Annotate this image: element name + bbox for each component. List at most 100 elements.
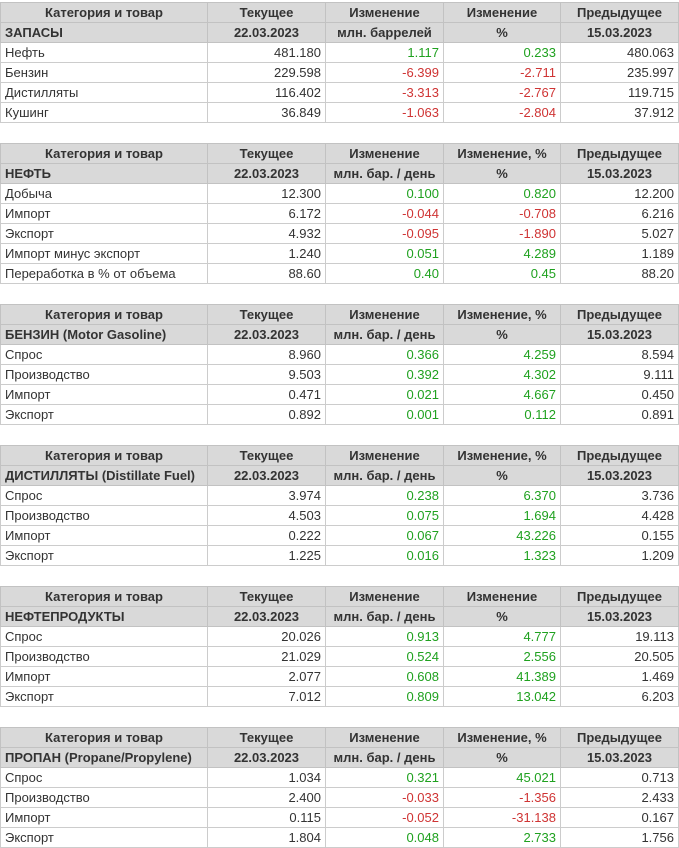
- current-cell: 0.222: [207, 525, 326, 546]
- previous-cell: 88.20: [560, 263, 679, 284]
- category-cell: Спрос: [0, 767, 208, 788]
- current-cell: 20.026: [207, 626, 326, 647]
- current-cell: 88.60: [207, 263, 326, 284]
- column-header: Текущее: [207, 2, 326, 23]
- column-header: Предыдущее: [560, 586, 679, 607]
- table-row: Добыча 12.300 0.100 0.820 12.200: [0, 183, 679, 204]
- previous-cell: 9.111: [560, 364, 679, 385]
- change-cell: 0.40: [325, 263, 444, 284]
- current-cell: 116.402: [207, 82, 326, 103]
- change-pct-cell: -2.804: [443, 102, 561, 123]
- category-cell: Дистилляты: [0, 82, 208, 103]
- column-header: Предыдущее: [560, 445, 679, 466]
- previous-date-label: 15.03.2023: [560, 324, 679, 345]
- table-row: Спрос 20.026 0.913 4.777 19.113: [0, 626, 679, 647]
- table-row: Нефть 481.180 1.117 0.233 480.063: [0, 42, 679, 63]
- previous-date-label: 15.03.2023: [560, 747, 679, 768]
- previous-cell: 3.736: [560, 485, 679, 506]
- current-cell: 36.849: [207, 102, 326, 123]
- change-cell: 0.608: [325, 666, 444, 687]
- table-row: Импорт 0.471 0.021 4.667 0.450: [0, 384, 679, 405]
- previous-cell: 19.113: [560, 626, 679, 647]
- change-pct-cell: 13.042: [443, 686, 561, 707]
- change-pct-cell: 4.289: [443, 243, 561, 264]
- table-row: Импорт минус экспорт 1.240 0.051 4.289 1.189: [0, 243, 679, 264]
- change-pct-cell: 0.820: [443, 183, 561, 204]
- column-header: Текущее: [207, 586, 326, 607]
- change-pct-cell: 41.389: [443, 666, 561, 687]
- category-cell: Спрос: [0, 344, 208, 365]
- change-cell: -0.033: [325, 787, 444, 808]
- change-pct-cell: 0.112: [443, 404, 561, 425]
- column-header: Изменение: [443, 2, 561, 23]
- category-cell: Переработка в % от объема: [0, 263, 208, 284]
- current-cell: 0.471: [207, 384, 326, 405]
- change-cell: 0.051: [325, 243, 444, 264]
- units-label: млн. баррелей: [325, 22, 444, 43]
- column-header: Категория и товар: [0, 143, 208, 164]
- change-cell: 0.366: [325, 344, 444, 365]
- current-cell: 2.400: [207, 787, 326, 808]
- current-cell: 9.503: [207, 364, 326, 385]
- percent-sign-label: %: [443, 747, 561, 768]
- previous-cell: 0.155: [560, 525, 679, 546]
- current-cell: 0.115: [207, 807, 326, 828]
- previous-cell: 0.891: [560, 404, 679, 425]
- header-row: Категория и товар Текущее Изменение Изменен…: [0, 727, 679, 748]
- header-row: Категория и товар Текущее Изменение Изменен…: [0, 2, 679, 23]
- header-row: Категория и товар Текущее Изменение Изменен…: [0, 143, 679, 164]
- current-cell: 481.180: [207, 42, 326, 63]
- category-cell: Импорт минус экспорт: [0, 243, 208, 264]
- change-pct-cell: -2.767: [443, 82, 561, 103]
- column-header: Изменение: [443, 586, 561, 607]
- previous-date-label: 15.03.2023: [560, 22, 679, 43]
- current-cell: 4.932: [207, 223, 326, 244]
- previous-cell: 37.912: [560, 102, 679, 123]
- category-cell: Спрос: [0, 626, 208, 647]
- units-label: млн. бар. / день: [325, 163, 444, 184]
- current-cell: 7.012: [207, 686, 326, 707]
- column-header: Текущее: [207, 445, 326, 466]
- units-label: млн. бар. / день: [325, 324, 444, 345]
- subheader-row: БЕНЗИН (Motor Gasoline) 22.03.2023 млн. ба…: [0, 324, 679, 345]
- data-table-5: Категория и товар Текущее Изменение Изменен…: [0, 586, 679, 707]
- category-cell: Нефть: [0, 42, 208, 63]
- change-cell: -1.063: [325, 102, 444, 123]
- column-header: Изменение, %: [443, 143, 561, 164]
- table-row: Экспорт 7.012 0.809 13.042 6.203: [0, 686, 679, 707]
- change-cell: 0.075: [325, 505, 444, 526]
- previous-cell: 6.216: [560, 203, 679, 224]
- column-header: Текущее: [207, 727, 326, 748]
- change-cell: -0.052: [325, 807, 444, 828]
- previous-date-label: 15.03.2023: [560, 465, 679, 486]
- change-pct-cell: -31.138: [443, 807, 561, 828]
- current-cell: 2.077: [207, 666, 326, 687]
- category-cell: Импорт: [0, 807, 208, 828]
- column-header: Изменение, %: [443, 445, 561, 466]
- data-table-2: Категория и товар Текущее Изменение Изменен…: [0, 143, 679, 284]
- data-table-3: Категория и товар Текущее Изменение Изменен…: [0, 304, 679, 425]
- column-header: Категория и товар: [0, 304, 208, 325]
- table-row: Производство 21.029 0.524 2.556 20.505: [0, 646, 679, 667]
- previous-date-label: 15.03.2023: [560, 606, 679, 627]
- change-pct-cell: -1.356: [443, 787, 561, 808]
- change-pct-cell: -2.711: [443, 62, 561, 83]
- header-row: Категория и товар Текущее Изменение Изменен…: [0, 445, 679, 466]
- column-header: Категория и товар: [0, 2, 208, 23]
- change-pct-cell: 6.370: [443, 485, 561, 506]
- table-row: Кушинг 36.849 -1.063 -2.804 37.912: [0, 102, 679, 123]
- change-cell: -0.095: [325, 223, 444, 244]
- column-header: Текущее: [207, 143, 326, 164]
- category-cell: Добыча: [0, 183, 208, 204]
- previous-cell: 0.167: [560, 807, 679, 828]
- previous-cell: 0.713: [560, 767, 679, 788]
- current-cell: 1.034: [207, 767, 326, 788]
- change-cell: 0.913: [325, 626, 444, 647]
- column-header: Категория и товар: [0, 727, 208, 748]
- header-row: Категория и товар Текущее Изменение Изменен…: [0, 304, 679, 325]
- category-cell: Экспорт: [0, 686, 208, 707]
- change-cell: -0.044: [325, 203, 444, 224]
- current-date-label: 22.03.2023: [207, 747, 326, 768]
- previous-cell: 8.594: [560, 344, 679, 365]
